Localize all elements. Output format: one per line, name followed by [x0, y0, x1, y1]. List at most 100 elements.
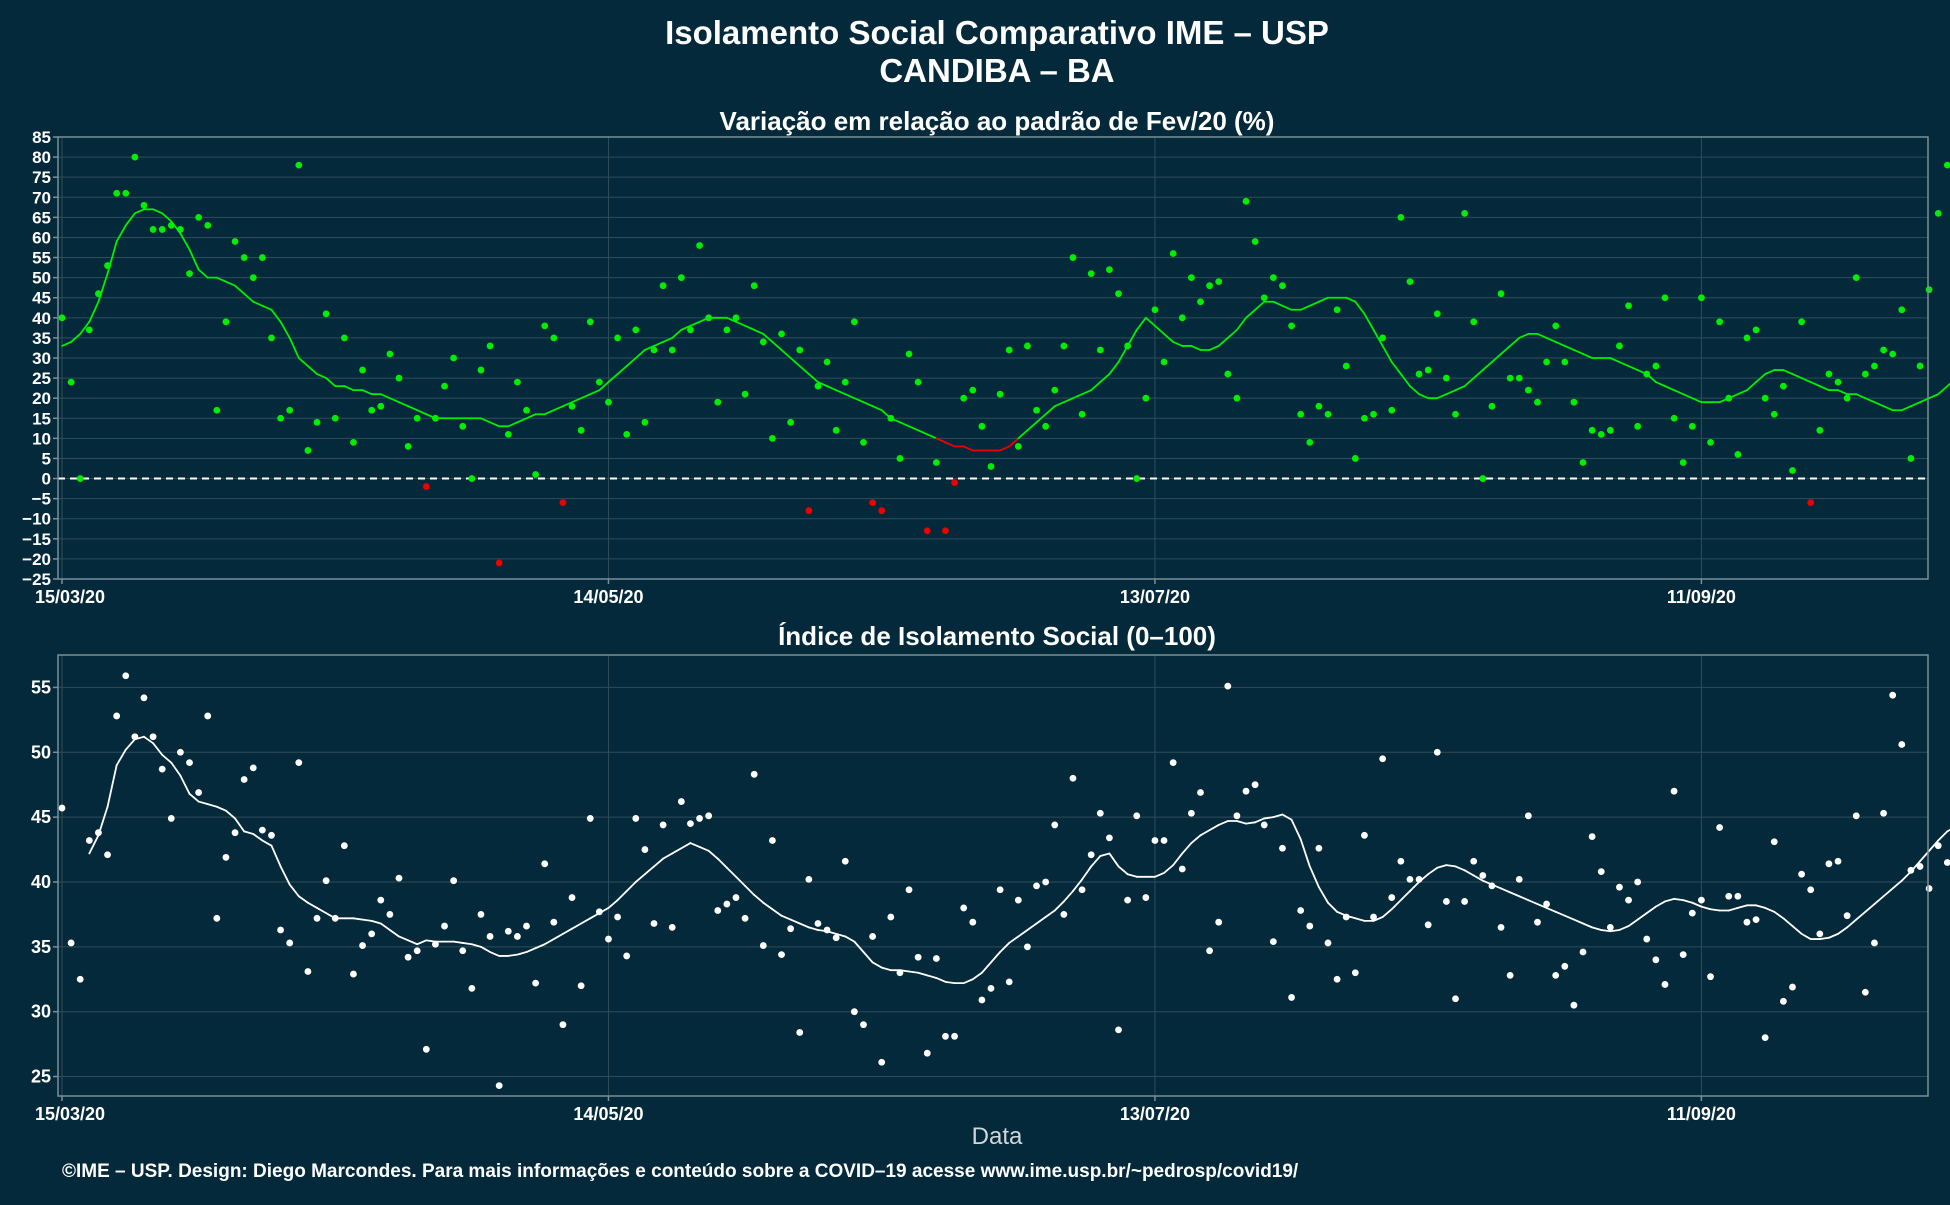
- data-point: [331, 914, 339, 922]
- data-point: [1024, 342, 1031, 350]
- trend-line-segment: [1317, 296, 1329, 303]
- data-point: [1734, 892, 1742, 900]
- trend-line-segment: [1727, 907, 1739, 912]
- data-point: [1734, 451, 1742, 458]
- trend-line-segment: [1044, 909, 1056, 918]
- data-point: [1279, 282, 1286, 290]
- data-point: [395, 874, 403, 882]
- data-point: [577, 982, 585, 990]
- data-point: [1433, 310, 1441, 318]
- trend-line-segment: [1563, 914, 1575, 921]
- data-point: [1251, 238, 1259, 245]
- trend-line-segment: [416, 939, 428, 946]
- data-point: [1798, 318, 1805, 326]
- data-point: [513, 933, 521, 940]
- data-point: [787, 418, 795, 426]
- trend-line-segment: [1217, 820, 1229, 826]
- trend-line-segment: [1472, 369, 1484, 379]
- data-point: [1861, 370, 1869, 378]
- data-point: [1315, 402, 1323, 410]
- trend-line-segment: [1090, 381, 1102, 392]
- data-point: [1898, 741, 1906, 748]
- data-point: [1916, 362, 1924, 370]
- trend-line-segment: [152, 208, 164, 215]
- y-tick-label: 35: [32, 329, 51, 348]
- trend-line-segment: [798, 365, 810, 375]
- data-point: [1005, 346, 1013, 354]
- data-point: [432, 414, 439, 422]
- panel-index-frame: [57, 654, 1929, 1097]
- trend-line-segment: [234, 284, 246, 295]
- trend-line-segment: [1208, 345, 1220, 351]
- data-point: [1297, 907, 1305, 914]
- trend-line-segment: [1181, 842, 1193, 855]
- data-point: [1606, 923, 1614, 931]
- trend-line-segment: [1618, 361, 1630, 367]
- data-point: [1679, 951, 1687, 959]
- trend-line-segment: [297, 895, 309, 904]
- trend-line-segment: [862, 401, 874, 408]
- trend-line-segment: [1345, 296, 1357, 303]
- data-point: [1661, 981, 1669, 988]
- trend-line-segment: [1627, 918, 1639, 927]
- trend-line-segment: [288, 883, 300, 898]
- data-point: [1761, 394, 1769, 402]
- trend-line-segment: [270, 308, 282, 323]
- trend-line-segment: [1163, 864, 1175, 874]
- data-point: [1861, 988, 1869, 996]
- data-point: [605, 398, 612, 406]
- trend-line-segment: [1837, 389, 1849, 396]
- trend-line-segment: [297, 357, 309, 367]
- data-point: [550, 334, 558, 342]
- data-point: [677, 274, 685, 282]
- trend-line-segment: [106, 764, 118, 808]
- data-point: [459, 947, 467, 955]
- data-point: [568, 402, 576, 410]
- trend-line-segment: [1545, 337, 1557, 343]
- data-point: [295, 759, 303, 767]
- data-point: [67, 378, 75, 386]
- trend-line-segment: [143, 735, 154, 745]
- trend-line-segment: [1390, 361, 1402, 375]
- data-point: [723, 326, 731, 334]
- trend-line-segment: [1272, 813, 1284, 819]
- data-point: [869, 499, 876, 507]
- trend-line-segment: [1327, 901, 1338, 913]
- data-point: [1033, 882, 1040, 890]
- trend-line-segment: [1053, 900, 1065, 912]
- trend-line-segment: [580, 917, 592, 925]
- data-point: [359, 942, 366, 949]
- data-point: [832, 426, 840, 434]
- data-point: [1069, 774, 1077, 782]
- trend-line-segment: [935, 437, 947, 444]
- data-point: [177, 748, 184, 756]
- data-point: [1497, 923, 1505, 931]
- trend-line-segment: [398, 935, 409, 942]
- trend-line-segment: [307, 901, 318, 909]
- trend-line-segment: [489, 421, 501, 428]
- trend-line-segment: [480, 417, 491, 424]
- trend-line-segment: [507, 953, 519, 957]
- data-point: [614, 334, 621, 342]
- data-point: [841, 857, 849, 865]
- trend-line-segment: [543, 938, 555, 946]
- data-point: [1288, 322, 1295, 330]
- panel-index-marks: [58, 672, 1950, 1090]
- trend-line-segment: [1481, 361, 1493, 371]
- data-point: [559, 1021, 567, 1029]
- trend-line-segment: [1436, 393, 1448, 400]
- trend-line-segment: [1427, 866, 1439, 876]
- data-point: [1779, 997, 1787, 1005]
- y-tick-label: 50: [32, 269, 51, 288]
- trend-line-segment: [735, 320, 746, 327]
- data-point: [1406, 278, 1414, 286]
- trend-line-segment: [853, 940, 865, 953]
- data-point: [586, 815, 594, 822]
- data-point: [1789, 467, 1796, 474]
- data-point: [1470, 318, 1478, 326]
- data-point: [340, 334, 348, 342]
- trend-line-segment: [288, 337, 300, 359]
- data-point: [459, 422, 467, 430]
- trend-line-segment: [316, 907, 328, 915]
- data-point: [1852, 274, 1860, 282]
